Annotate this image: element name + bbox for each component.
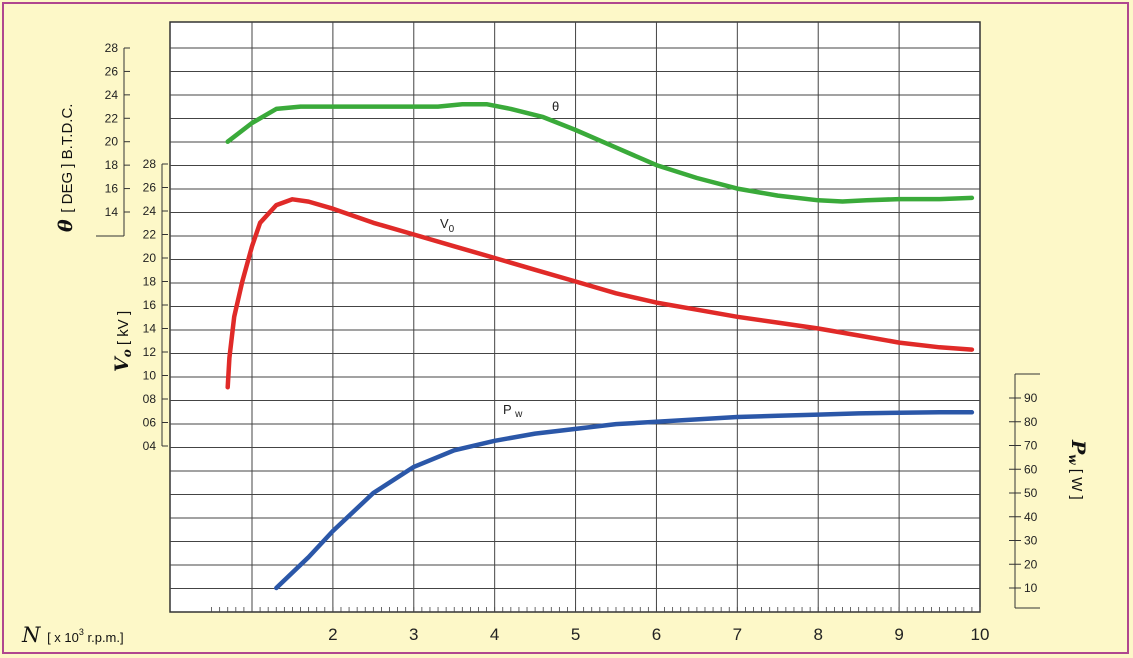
v0-axis: 04 06 08 10 12 14 16 18 20 22 24 26 28 — [143, 157, 168, 453]
pw-tick-label: 30 — [1024, 534, 1038, 548]
series-line-theta — [225, 101, 975, 204]
v0-tick-label: 06 — [143, 416, 157, 430]
theta-tick-label: 28 — [105, 41, 119, 55]
x-axis: 2 3 4 5 6 7 8 9 10 — [211, 607, 990, 644]
series-group — [225, 101, 975, 591]
x-tick-label: 8 — [813, 625, 822, 644]
plot-grid — [169, 21, 981, 613]
v0-tick-label: 04 — [143, 439, 157, 453]
theta-tick-label: 24 — [105, 88, 119, 102]
pw-tick-label: 90 — [1024, 391, 1038, 405]
theta-tick-label: 16 — [105, 182, 119, 196]
v0-tick-label: 16 — [143, 298, 157, 312]
x-tick-label: 9 — [894, 625, 903, 644]
v0-tick-label: 12 — [143, 345, 157, 359]
series-line-v0 — [225, 197, 975, 390]
v0-tick-label: 14 — [143, 322, 157, 336]
v0-tick-label: 20 — [143, 251, 157, 265]
theta-axis-title: θ [ DEG ] B.T.D.C. — [55, 104, 77, 232]
pw-tick-label: 60 — [1024, 462, 1038, 476]
series-label-v0: V0 — [440, 216, 455, 235]
x-tick-label: 7 — [733, 625, 742, 644]
x-axis-title: N [ x 103 r.p.m.] — [21, 623, 124, 647]
pw-axis-title: Pw [ W ] — [1066, 439, 1089, 500]
x-tick-label: 6 — [652, 625, 661, 644]
pw-tick-label: 10 — [1024, 581, 1038, 595]
series-label-theta: θ — [552, 99, 559, 114]
v0-tick-label: 24 — [143, 204, 157, 218]
theta-tick-label: 22 — [105, 111, 119, 125]
pw-axis: 10 20 30 40 50 60 70 80 90 — [1009, 373, 1040, 609]
v0-tick-label: 10 — [143, 369, 157, 383]
axis-labels: θ V0 P w θ [ DEG ] B.T.D.C. Vo [ kV ] Pw [ W … — [21, 99, 1089, 647]
theta-tick-label: 20 — [105, 135, 119, 149]
x-tick-label: 3 — [409, 625, 418, 644]
x-tick-label: 5 — [571, 625, 580, 644]
pw-tick-label: 20 — [1024, 557, 1038, 571]
theta-tick-label: 26 — [105, 64, 119, 78]
plot-area — [169, 21, 981, 613]
series-line-pw — [274, 410, 975, 591]
theta-tick-label: 14 — [105, 205, 119, 219]
pw-tick-label: 50 — [1024, 486, 1038, 500]
v0-tick-label: 22 — [143, 228, 157, 242]
x-tick-label: 2 — [328, 625, 337, 644]
theta-axis: 14 16 18 20 22 24 26 28 — [96, 41, 130, 237]
pw-tick-label: 80 — [1024, 415, 1038, 429]
theta-tick-label: 18 — [105, 158, 119, 172]
v0-axis-title: Vo [ kV ] — [111, 311, 134, 372]
pw-tick-label: 40 — [1024, 510, 1038, 524]
pw-tick-label: 70 — [1024, 439, 1038, 453]
v0-tick-label: 08 — [143, 392, 157, 406]
series-label-pw: P w — [503, 402, 523, 420]
v0-tick-label: 18 — [143, 275, 157, 289]
x-tick-label: 10 — [971, 625, 990, 644]
v0-tick-label: 28 — [143, 157, 157, 171]
x-tick-label: 4 — [490, 625, 499, 644]
v0-tick-label: 26 — [143, 181, 157, 195]
